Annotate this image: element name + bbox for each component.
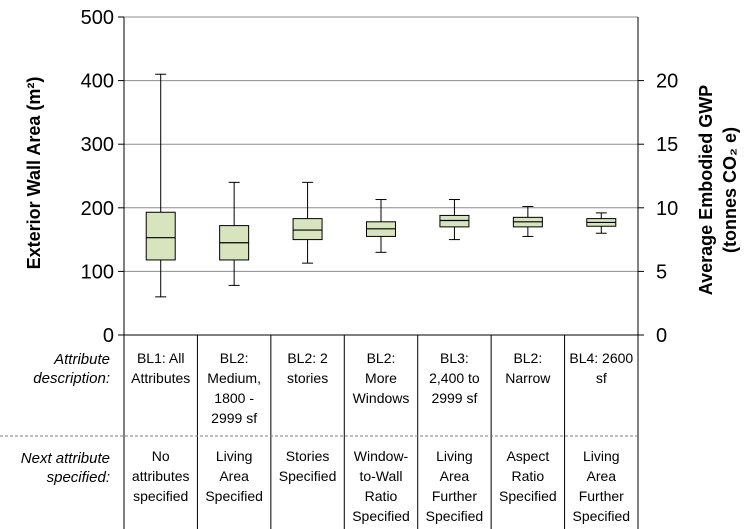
interquartile-box <box>145 211 176 261</box>
attribute-description-cell: BL2: 2 <box>287 350 328 366</box>
right-tick-label: 20 <box>656 71 678 93</box>
attribute-description-cell: 1800 - <box>214 390 254 406</box>
box-1 <box>145 73 176 298</box>
next-attribute-cell: Ratio <box>365 488 398 504</box>
next-attribute-cell: Specified <box>279 468 337 484</box>
next-attribute-cell: to-Wall <box>359 468 402 484</box>
left-tick-label: 100 <box>81 261 114 283</box>
attribute-description-cell: More <box>365 370 397 386</box>
attribute-description-cell: stories <box>287 370 328 386</box>
next-attribute-cell: Specified <box>499 488 557 504</box>
attribute-description-cell: Windows <box>353 390 410 406</box>
next-attribute-cell: Living <box>436 448 473 464</box>
attribute-table: Attribute description: Next attribute speci… <box>0 335 639 529</box>
next-attribute-cell: Area <box>586 468 616 484</box>
box-7 <box>586 212 617 234</box>
next-attribute-cell: Ratio <box>512 468 545 484</box>
box-3 <box>292 181 323 264</box>
right-axis: 0 5 10 15 20 <box>637 17 678 347</box>
next-attribute-cell: Living <box>216 448 253 464</box>
attribute-description-cell: 2,400 to <box>429 370 480 386</box>
next-attribute-cell: No <box>152 448 170 464</box>
attribute-description-cell: 2999 sf <box>431 390 477 406</box>
right-tick-label: 10 <box>656 198 678 220</box>
box-series <box>145 73 617 298</box>
attribute-description-cell: BL1: All <box>137 350 184 366</box>
next-attribute-cell: Specified <box>572 508 630 524</box>
box-4 <box>366 199 396 253</box>
next-attribute-cell: Specified <box>426 508 484 524</box>
gridlines <box>124 16 638 272</box>
left-tick-label: 500 <box>81 7 114 29</box>
left-tick-label: 400 <box>81 71 114 93</box>
next-attribute-cell: Specified <box>205 488 263 504</box>
left-axis-title: Exterior Wall Area (m²) <box>24 77 44 270</box>
interquartile-box <box>292 218 323 241</box>
attribute-description-cell: Narrow <box>505 370 551 386</box>
attribute-description-cell: BL2: <box>513 350 542 366</box>
next-attribute-cell: attributes <box>132 468 190 484</box>
next-attribute-cell: Aspect <box>506 448 549 464</box>
next-attribute-cell: Specified <box>352 508 410 524</box>
left-tick-label: 0 <box>103 325 114 347</box>
attribute-description-label: description: <box>33 370 110 387</box>
attribute-description-cell: BL2: <box>367 350 396 366</box>
box-2 <box>219 181 250 286</box>
left-tick-label: 200 <box>81 198 114 220</box>
next-attribute-cell: Further <box>432 488 477 504</box>
next-attribute-cell: Area <box>219 468 249 484</box>
next-attribute-cell: Further <box>579 488 624 504</box>
attribute-description-cell: BL4: 2600 <box>569 350 633 366</box>
next-attribute-cell: Living <box>583 448 620 464</box>
next-attribute-cell: Window- <box>354 448 409 464</box>
attribute-description-cell: 2999 sf <box>211 410 257 426</box>
right-axis-title-line-2: (tonnes CO₂ e) <box>720 127 740 253</box>
right-tick-label: 5 <box>656 261 667 283</box>
attribute-description-cell: Medium, <box>207 370 261 386</box>
box-6 <box>512 206 543 237</box>
next-attribute-label: Next attribute <box>21 450 110 467</box>
attribute-description-cell: BL3: <box>440 350 469 366</box>
attribute-description-label: Attribute <box>53 351 110 368</box>
right-tick-label: 15 <box>656 134 678 156</box>
interquartile-box <box>439 214 470 228</box>
box-5 <box>439 199 470 241</box>
right-tick-label: 0 <box>656 325 667 347</box>
attribute-description-cell: Attributes <box>131 370 190 386</box>
next-attribute-label: specified: <box>47 469 110 486</box>
next-attribute-cell: specified <box>133 488 188 504</box>
attribute-description-cell: sf <box>596 370 607 386</box>
right-axis-title-line-1: Average Embodied GWP <box>696 85 716 295</box>
left-axis: 0 100 200 300 400 500 <box>81 7 125 347</box>
next-attribute-cell: Area <box>440 468 470 484</box>
next-attribute-cell: Stories <box>286 448 330 464</box>
attribute-description-cell: BL2: <box>220 350 249 366</box>
left-tick-label: 300 <box>81 134 114 156</box>
